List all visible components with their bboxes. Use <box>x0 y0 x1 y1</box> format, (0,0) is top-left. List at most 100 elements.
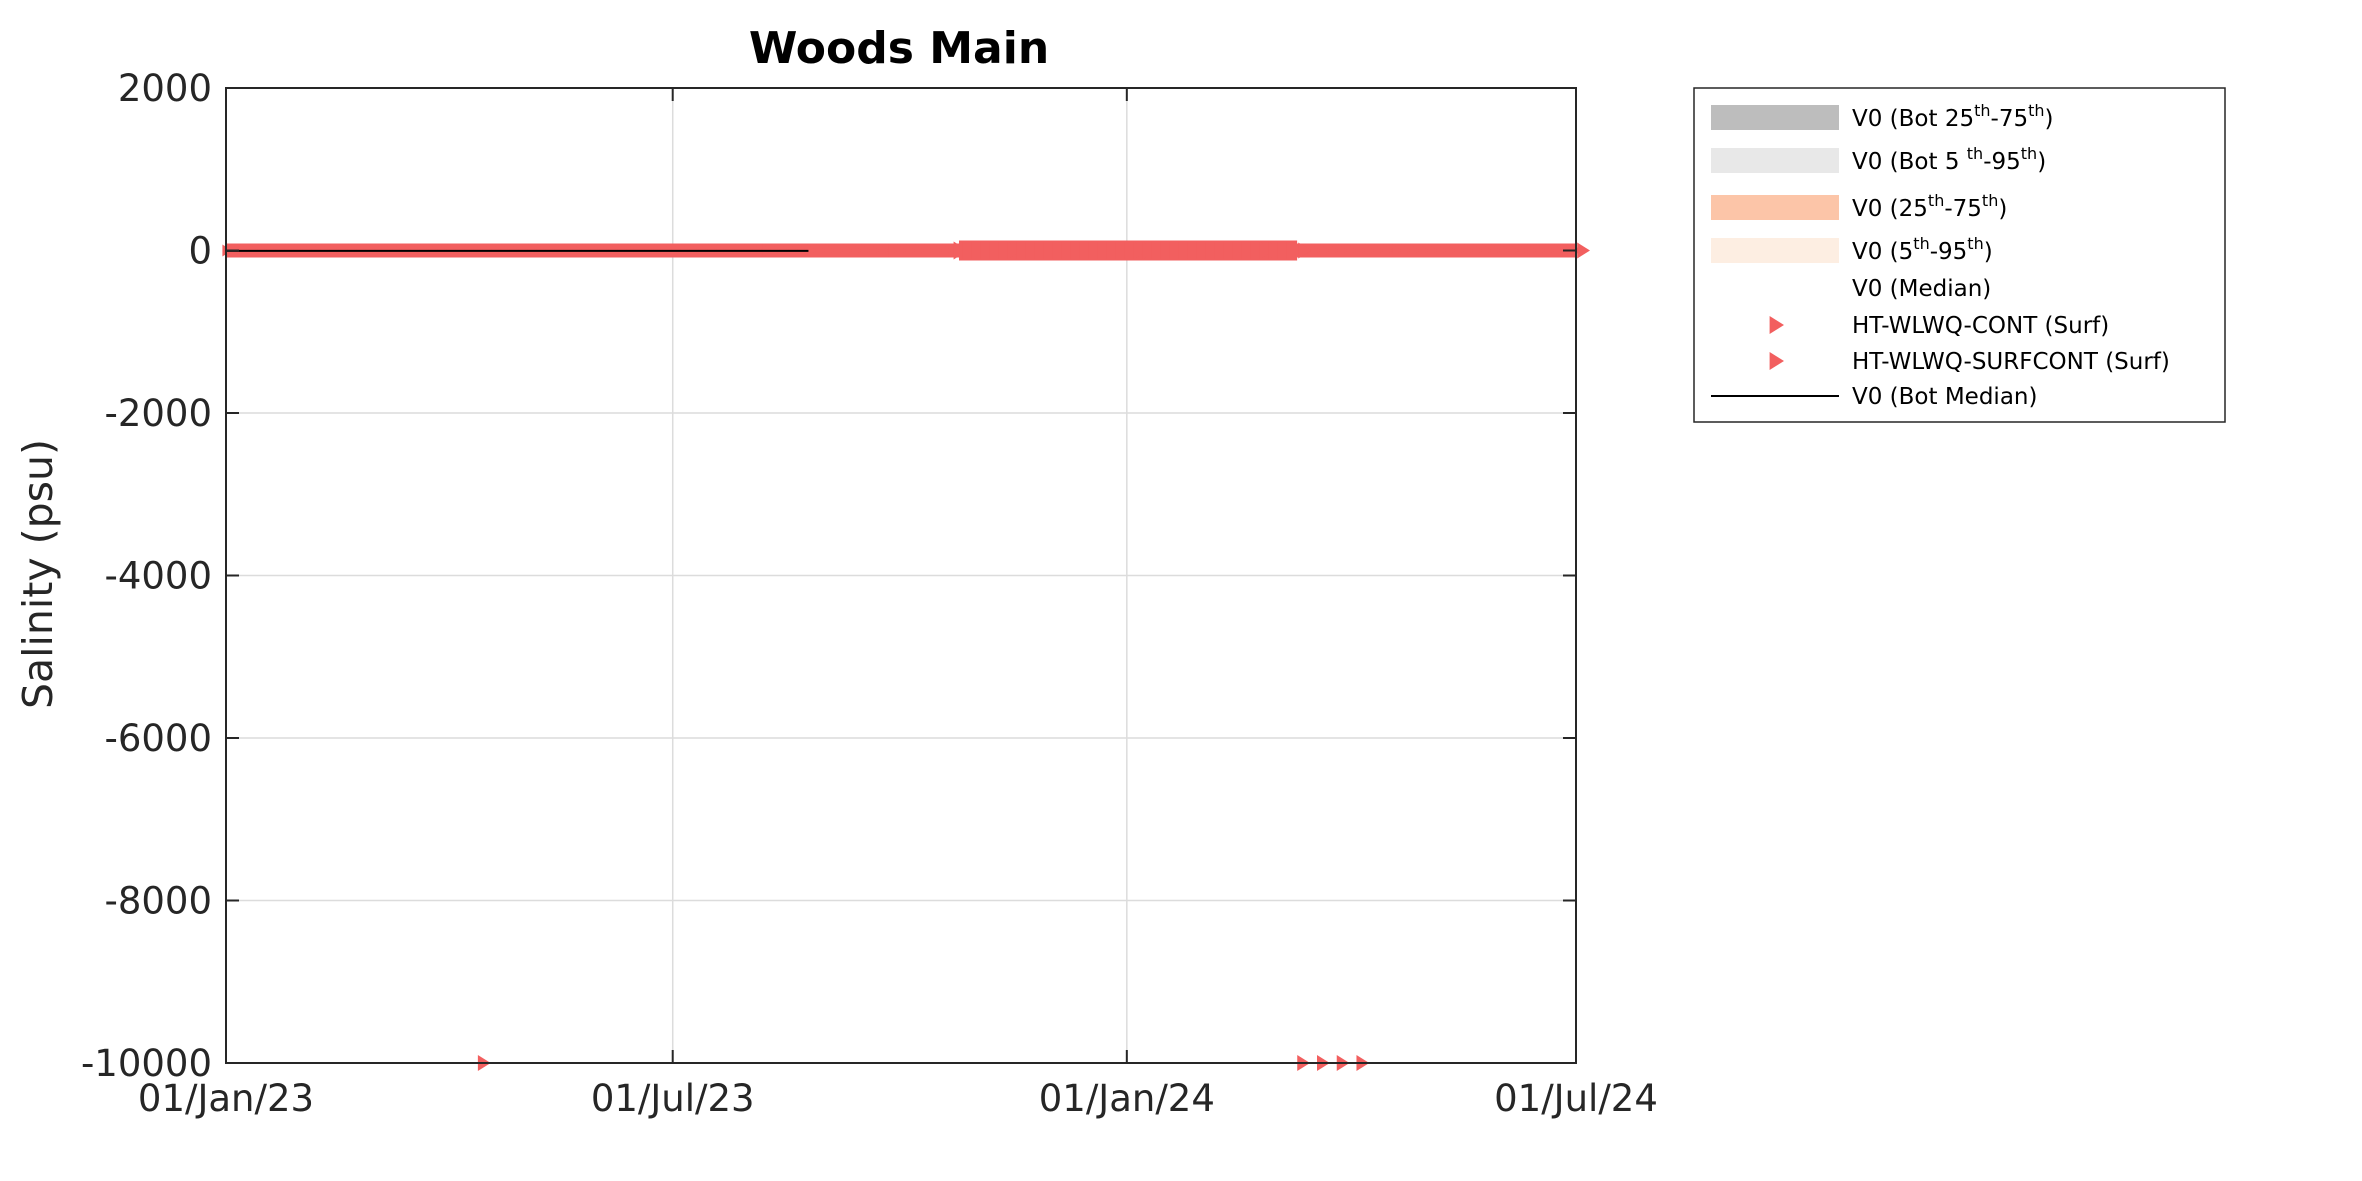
y-tick-label: -8000 <box>104 880 212 923</box>
data-marker <box>897 244 907 257</box>
data-marker <box>1124 241 1139 260</box>
legend-label: HT-WLWQ-CONT (Surf) <box>1852 313 2109 339</box>
x-tick-label: 01/Jul/23 <box>591 1077 755 1120</box>
data-marker <box>1482 244 1492 257</box>
data-marker <box>1007 241 1022 260</box>
data-marker <box>933 244 943 257</box>
data-marker <box>980 241 995 260</box>
legend-item: V0 (Bot Median) <box>1711 384 2037 410</box>
data-marker <box>1419 244 1429 257</box>
legend-item: V0 (Median) <box>1852 276 1991 302</box>
data-marker <box>1383 244 1393 257</box>
data-marker <box>1259 241 1274 260</box>
data-marker <box>906 244 916 257</box>
data-marker <box>1311 244 1321 257</box>
data-marker <box>1241 241 1256 260</box>
legend-label: V0 (Bot 5 th-95th) <box>1852 144 2046 175</box>
legend-marker <box>1769 352 1784 370</box>
data-marker <box>1577 242 1590 259</box>
data-marker <box>825 244 835 257</box>
legend-label: V0 (25th-75th) <box>1852 191 2007 222</box>
data-marker <box>1298 242 1312 259</box>
legend-swatch <box>1711 105 1839 130</box>
legend-label: V0 (Median) <box>1852 276 1991 302</box>
data-marker <box>1214 241 1229 260</box>
data-marker <box>1115 241 1130 260</box>
data-marker <box>852 244 862 257</box>
data-marker <box>1178 241 1193 260</box>
data-marker <box>807 244 817 257</box>
data-marker <box>1518 244 1528 257</box>
x-tick-label: 01/Jan/23 <box>138 1077 314 1120</box>
legend-swatch <box>1711 238 1839 263</box>
data-marker <box>1196 241 1211 260</box>
data-marker <box>1536 244 1546 257</box>
y-tick-label: 2000 <box>118 67 212 110</box>
y-tick-label: -10000 <box>81 1042 212 1085</box>
chart-title: Woods Main <box>749 23 1049 74</box>
legend: V0 (Bot 25th-75th) V0 (Bot 5 th-95th) V0 (… <box>1693 87 2226 423</box>
y-tick-label: -6000 <box>104 717 212 760</box>
data-marker <box>843 244 853 257</box>
data-marker <box>915 244 925 257</box>
data-marker <box>962 241 977 260</box>
data-marker <box>924 244 934 257</box>
data-marker <box>1277 241 1292 260</box>
data-marker <box>1097 241 1112 260</box>
data-marker <box>1160 241 1175 260</box>
data-marker <box>1079 241 1094 260</box>
data-marker <box>1034 241 1049 260</box>
data-marker <box>1025 241 1040 260</box>
data-marker <box>1428 244 1438 257</box>
legend-item: HT-WLWQ-CONT (Surf) <box>1769 313 2109 339</box>
data-marker <box>1232 241 1247 260</box>
legend-label: HT-WLWQ-SURFCONT (Surf) <box>1852 349 2170 375</box>
y-axis-label: Salinity (psu) <box>14 439 62 709</box>
data-marker <box>953 241 968 260</box>
data-marker <box>1338 244 1348 257</box>
data-marker <box>1545 244 1555 257</box>
data-marker <box>1169 241 1184 260</box>
data-marker <box>1554 244 1564 257</box>
data-marker <box>888 244 898 257</box>
series-ht-wlwq-surfcont-surf- <box>953 240 1312 261</box>
grid-lines <box>225 87 1577 1064</box>
data-marker <box>1250 241 1265 260</box>
data-marker <box>1491 244 1501 257</box>
y-tick-label: 0 <box>188 230 212 273</box>
data-marker <box>816 244 826 257</box>
data-marker <box>1401 244 1411 257</box>
data-marker <box>989 241 1004 260</box>
data-marker <box>834 244 844 257</box>
data-marker <box>1473 244 1483 257</box>
data-marker <box>1151 241 1166 260</box>
data-marker <box>1392 244 1402 257</box>
legend-item: V0 (5th-95th) <box>1711 234 1993 265</box>
data-marker <box>1268 241 1283 260</box>
data-marker <box>870 244 880 257</box>
x-tick-label: 01/Jul/24 <box>1494 1077 1658 1120</box>
data-marker <box>1347 244 1357 257</box>
legend-swatch <box>1711 148 1839 173</box>
legend-item: V0 (Bot 5 th-95th) <box>1711 144 2046 175</box>
data-marker <box>1043 241 1058 260</box>
data-marker <box>879 244 889 257</box>
data-marker <box>1142 241 1157 260</box>
axis-ticks: -10000 -8000 -6000 -4000 -2000 0 2000 01/Jan/23… <box>81 67 1658 1120</box>
legend-swatch <box>1711 195 1839 220</box>
legend-label: V0 (Bot Median) <box>1852 384 2037 410</box>
data-marker <box>1133 241 1148 260</box>
data-marker <box>1446 244 1456 257</box>
legend-marker <box>1769 316 1784 334</box>
data-marker <box>1329 244 1339 257</box>
data-marker <box>1088 241 1103 260</box>
data-marker <box>942 244 952 257</box>
data-marker <box>1509 244 1519 257</box>
y-tick-label: -2000 <box>104 392 212 435</box>
data-marker <box>1106 241 1121 260</box>
data-marker <box>1437 244 1447 257</box>
x-tick-label: 01/Jan/24 <box>1039 1077 1215 1120</box>
data-marker <box>1070 241 1085 260</box>
data-marker <box>1410 244 1420 257</box>
